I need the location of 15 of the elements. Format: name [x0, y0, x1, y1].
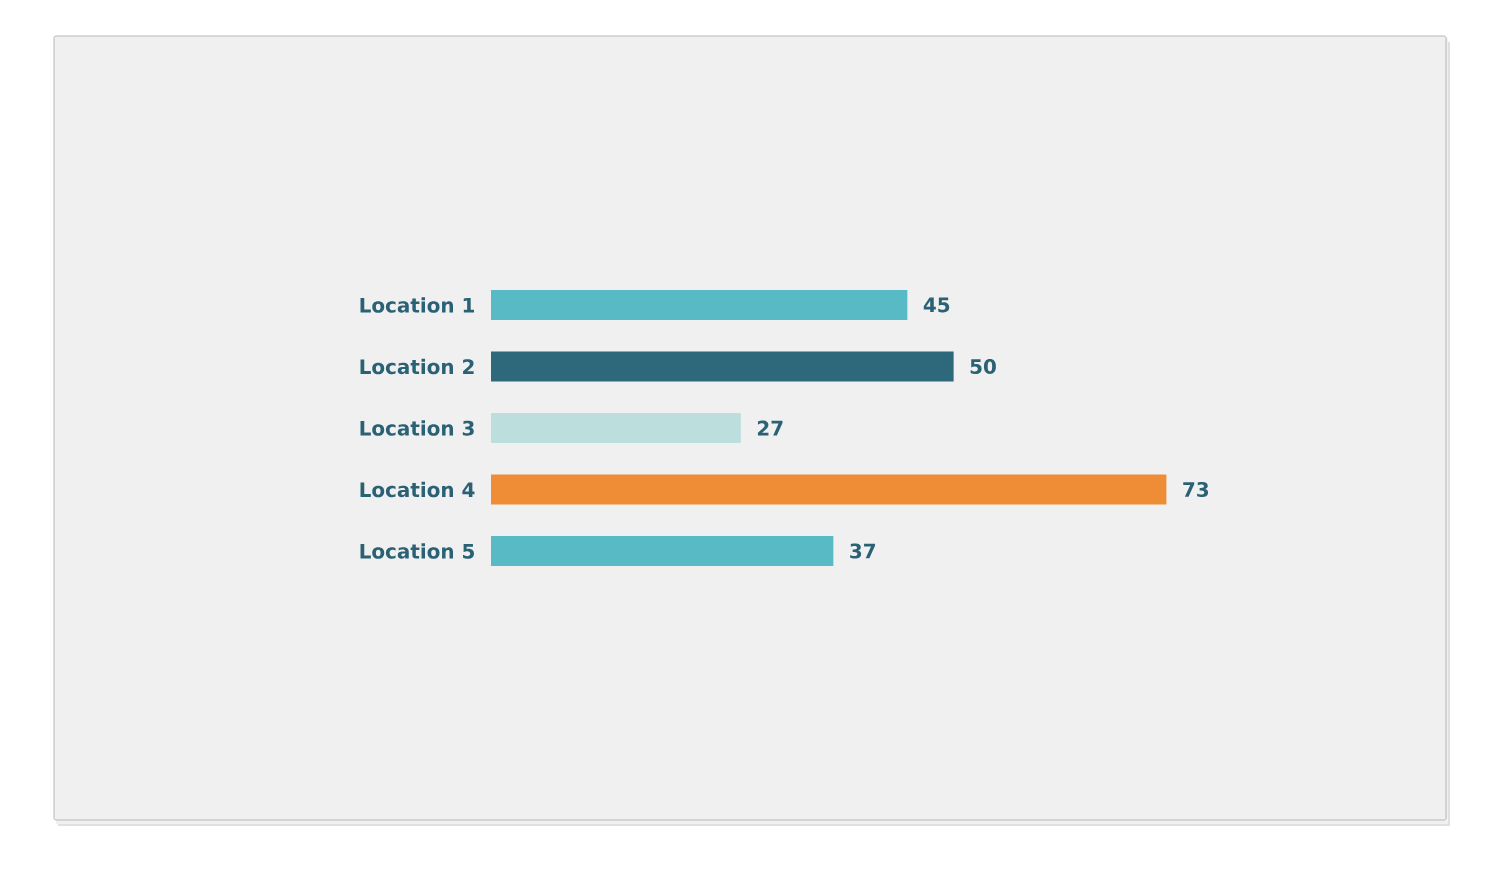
bar	[491, 535, 834, 566]
bar	[491, 413, 741, 443]
data-label: 27	[757, 420, 783, 436]
data-label: 37	[850, 543, 876, 559]
data-label: 50	[970, 358, 996, 375]
bar	[491, 290, 908, 320]
y-tick-label: Location 5	[360, 543, 474, 559]
data-label: 45	[923, 297, 950, 313]
y-tick-label: Location 4	[360, 481, 475, 498]
bar	[491, 351, 954, 382]
data-label: 73	[1183, 481, 1209, 498]
bar	[491, 474, 1167, 505]
y-tick-label: Location 3	[360, 420, 474, 436]
y-tick-label: Location 2	[360, 358, 474, 375]
y-tick-label: Location 1	[360, 297, 474, 313]
